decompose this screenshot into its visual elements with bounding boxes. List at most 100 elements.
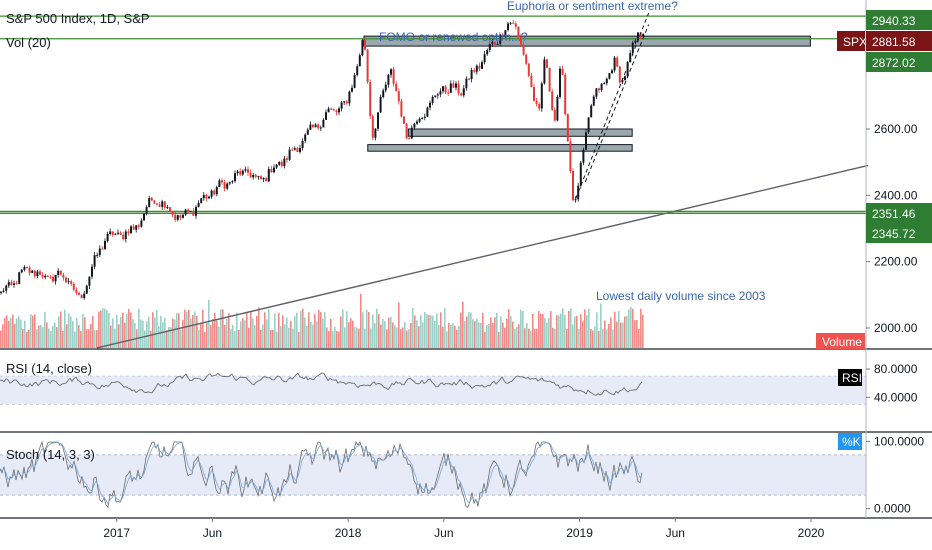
candle-body bbox=[124, 231, 127, 240]
volume-bar bbox=[302, 308, 304, 348]
volume-bar bbox=[502, 322, 504, 348]
candle-body bbox=[470, 70, 473, 80]
volume-bar bbox=[148, 316, 150, 348]
volume-bar bbox=[352, 320, 354, 348]
volume-bar bbox=[204, 331, 206, 348]
volume-bar bbox=[590, 328, 592, 348]
volume-bar bbox=[394, 325, 396, 348]
volume-bar bbox=[472, 319, 474, 348]
time-axis[interactable]: 2017 Jun 2018 Jun 2019 Jun 2020 bbox=[103, 518, 825, 540]
candle-body bbox=[374, 128, 377, 138]
candle-body bbox=[444, 86, 447, 93]
candle-body bbox=[46, 275, 49, 277]
annotation-low-volume[interactable]: Lowest daily volume since 2003 bbox=[596, 289, 766, 303]
candle-body bbox=[387, 74, 390, 85]
volume-bar bbox=[236, 312, 238, 348]
volume-bar bbox=[454, 325, 456, 348]
rsi-axis[interactable]: 80.0000 40.0000 bbox=[866, 362, 918, 404]
volume-bar bbox=[112, 318, 114, 348]
candle-body bbox=[496, 43, 499, 45]
candle-body bbox=[335, 110, 338, 113]
volume-bar bbox=[114, 328, 116, 348]
candle-body bbox=[309, 124, 312, 130]
candle-body bbox=[132, 226, 135, 230]
volume-bar bbox=[522, 311, 524, 348]
candle-body bbox=[106, 233, 109, 242]
volume-bar bbox=[442, 326, 444, 348]
volume-bar bbox=[606, 329, 608, 348]
volume-bar bbox=[268, 309, 270, 348]
channel-lines bbox=[575, 12, 650, 199]
candle-body bbox=[70, 281, 73, 284]
candle-body bbox=[325, 112, 327, 120]
volume-bar bbox=[436, 313, 438, 348]
candle-body bbox=[213, 190, 216, 195]
candle-body bbox=[356, 66, 359, 75]
annotation-euphoria[interactable]: Euphoria or sentiment extreme? bbox=[507, 0, 678, 13]
volume-bar bbox=[642, 314, 644, 348]
volume-bar bbox=[538, 311, 540, 348]
volume-bar bbox=[426, 314, 428, 348]
volume-bar bbox=[320, 312, 322, 348]
candle-body bbox=[286, 158, 288, 160]
candle-body bbox=[561, 68, 564, 75]
candle-body bbox=[345, 101, 348, 104]
volume-bar bbox=[336, 330, 338, 348]
volume-bar bbox=[526, 323, 528, 348]
candle-body bbox=[405, 123, 408, 139]
volume-bar bbox=[346, 311, 348, 348]
volume-bar bbox=[226, 319, 228, 348]
annotation-fomo[interactable]: FOMO or renewed optim...? bbox=[379, 30, 528, 44]
volume-bar bbox=[328, 331, 330, 348]
candle-body bbox=[83, 293, 86, 299]
volume-bar bbox=[460, 312, 462, 348]
candle-body bbox=[486, 49, 489, 55]
candle-body bbox=[488, 44, 491, 50]
stoch-legend[interactable]: Stoch (14, 3, 3) bbox=[6, 447, 95, 462]
candle-body bbox=[117, 232, 119, 234]
candle-body bbox=[390, 69, 392, 75]
volume-bar bbox=[232, 324, 234, 348]
volume-bar bbox=[398, 302, 400, 348]
candle-body bbox=[426, 107, 429, 117]
candle-body bbox=[265, 177, 268, 182]
volume-bar bbox=[632, 308, 634, 348]
volume-bar bbox=[596, 312, 598, 348]
chart-title[interactable]: S&P 500 Index, 1D, S&P bbox=[6, 11, 150, 26]
candle-body bbox=[226, 183, 229, 189]
candle-body bbox=[161, 201, 164, 207]
channel-line bbox=[575, 12, 650, 199]
volume-bar bbox=[196, 315, 198, 348]
candle-body bbox=[174, 214, 177, 220]
volume-bar bbox=[186, 311, 188, 348]
rsi-band bbox=[0, 376, 866, 405]
price-tick-label: 2400.00 bbox=[874, 188, 918, 202]
volume-bar bbox=[92, 316, 94, 348]
volume-bar bbox=[260, 330, 262, 348]
volume-bar bbox=[416, 320, 418, 348]
volume-bars bbox=[0, 293, 644, 348]
candle-body bbox=[234, 173, 236, 182]
candle-body bbox=[189, 210, 192, 212]
candle-body bbox=[540, 83, 543, 109]
volume-bar bbox=[478, 322, 480, 348]
volume-bar bbox=[242, 318, 244, 348]
stoch-line-layer bbox=[0, 440, 643, 509]
volume-bar bbox=[174, 319, 176, 348]
candle-body bbox=[283, 158, 286, 167]
stoch-axis[interactable]: 100.0000 0.0000 bbox=[866, 434, 924, 516]
volume-bar bbox=[564, 314, 566, 348]
volume-bar bbox=[26, 331, 28, 348]
candle-body bbox=[122, 234, 125, 240]
volume-bar bbox=[570, 308, 572, 348]
volume-bar bbox=[548, 317, 550, 348]
volume-legend[interactable]: Vol (20) bbox=[6, 35, 51, 50]
price-axis[interactable]: 2000.00 2200.00 2400.00 2600.00 bbox=[866, 122, 918, 335]
candle-body bbox=[527, 63, 530, 76]
volume-bar bbox=[458, 325, 460, 348]
volume-bar bbox=[444, 308, 446, 348]
volume-bar bbox=[372, 314, 374, 348]
volume-bar bbox=[344, 327, 346, 348]
candle-body bbox=[392, 69, 395, 84]
rsi-legend[interactable]: RSI (14, close) bbox=[6, 361, 92, 376]
